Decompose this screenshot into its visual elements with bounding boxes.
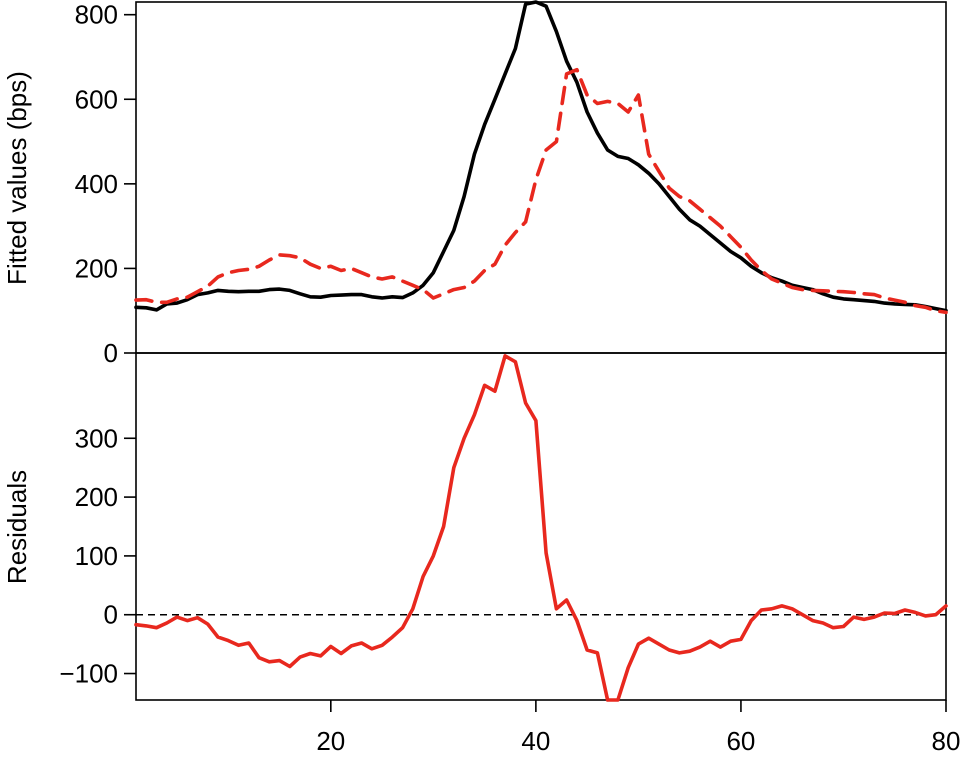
- x-axis-ticks: 20 40 60 80: [316, 700, 960, 756]
- top-y-axis-label: Fitted values (bps): [2, 71, 32, 285]
- x-tick-label: 80: [932, 726, 961, 756]
- bottom-y-tick-label: 200: [75, 482, 118, 512]
- bottom-y-axis-ticks: −100 0 100 200 300: [59, 423, 136, 689]
- residuals-panel: −100 0 100 200 300 20 40 60 80 Residuals: [2, 352, 960, 756]
- top-series-group: [134, 0, 948, 315]
- bottom-series-group: [134, 354, 948, 702]
- bottom-plot-frame: [135, 352, 947, 701]
- top-y-tick-label: 800: [75, 0, 118, 30]
- bottom-y-tick-label: 300: [75, 423, 118, 453]
- top-y-tick-label: 600: [75, 84, 118, 114]
- top-series-line-1: [134, 0, 948, 313]
- top-y-tick-label: 200: [75, 253, 118, 283]
- bottom-y-tick-label: 100: [75, 541, 118, 571]
- x-tick-label: 20: [316, 726, 345, 756]
- bottom-series-line-1: [134, 354, 948, 702]
- top-y-axis-ticks: 0 200 400 600 800: [75, 0, 136, 368]
- bottom-y-axis-label: Residuals: [2, 470, 32, 584]
- x-tick-label: 60: [726, 726, 755, 756]
- bottom-y-tick-label: 0: [104, 600, 118, 630]
- top-plot-frame: [135, 1, 947, 354]
- bottom-y-tick-label: −100: [59, 659, 118, 689]
- top-series-line-2: [134, 67, 948, 315]
- top-y-tick-label: 400: [75, 169, 118, 199]
- x-tick-label: 40: [521, 726, 550, 756]
- top-y-tick-label: 0: [104, 338, 118, 368]
- fitted-values-panel: 0 200 400 600 800 Fitted values (bps): [2, 0, 948, 368]
